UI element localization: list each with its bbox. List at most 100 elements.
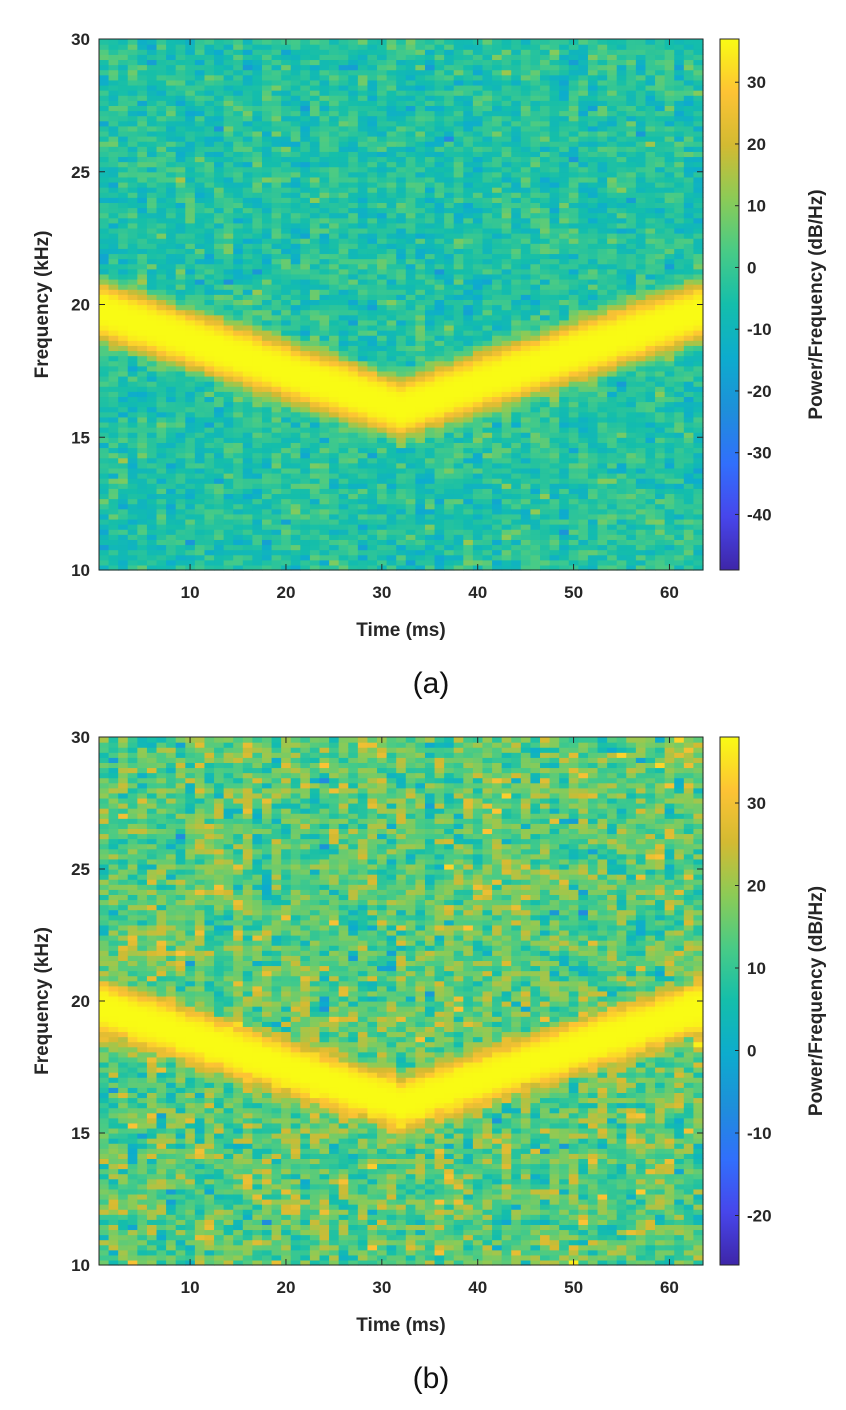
heatmap-cell bbox=[444, 259, 454, 265]
heatmap-cell bbox=[214, 366, 224, 372]
heatmap-cell bbox=[502, 197, 512, 203]
heatmap-cell bbox=[262, 473, 272, 479]
heatmap-cell bbox=[482, 146, 492, 152]
heatmap-cell bbox=[252, 345, 262, 351]
heatmap-cell bbox=[482, 407, 492, 413]
heatmap-cell bbox=[550, 437, 560, 443]
heatmap-cell bbox=[521, 177, 531, 183]
heatmap-cell bbox=[482, 182, 492, 188]
heatmap-cell bbox=[272, 325, 282, 331]
heatmap-cell bbox=[406, 49, 416, 55]
heatmap-cell bbox=[348, 105, 358, 111]
heatmap-cell bbox=[224, 259, 234, 265]
heatmap-cell bbox=[415, 100, 425, 106]
heatmap-cell bbox=[147, 294, 157, 300]
heatmap-cell bbox=[262, 376, 272, 382]
heatmap-cell bbox=[406, 182, 416, 188]
heatmap-cell bbox=[291, 202, 301, 208]
heatmap-cell bbox=[358, 85, 368, 91]
heatmap-cell bbox=[137, 223, 147, 229]
heatmap-cell bbox=[339, 141, 349, 147]
heatmap-cell bbox=[195, 366, 205, 372]
heatmap-cell bbox=[118, 131, 128, 137]
heatmap-cell bbox=[502, 218, 512, 224]
heatmap-cell bbox=[396, 49, 406, 55]
heatmap-cell bbox=[540, 478, 550, 484]
heatmap-cell bbox=[387, 259, 397, 265]
heatmap-cell bbox=[214, 75, 224, 81]
heatmap-cell bbox=[176, 126, 186, 132]
heatmap-cell bbox=[454, 499, 464, 505]
heatmap-cell bbox=[482, 330, 492, 336]
heatmap-cell bbox=[358, 447, 368, 453]
heatmap-cell bbox=[492, 386, 502, 392]
heatmap-cell bbox=[166, 488, 176, 494]
heatmap-cell bbox=[358, 294, 368, 300]
heatmap-cell bbox=[185, 95, 195, 101]
heatmap-cell bbox=[281, 417, 291, 423]
heatmap-cell bbox=[176, 156, 186, 162]
heatmap-cell bbox=[176, 90, 186, 96]
heatmap-cell bbox=[435, 504, 445, 510]
heatmap-cell bbox=[185, 121, 195, 127]
heatmap-cell bbox=[387, 514, 397, 520]
heatmap-cell bbox=[272, 80, 282, 86]
heatmap-cell bbox=[195, 381, 205, 387]
heatmap-cell bbox=[415, 269, 425, 275]
heatmap-cell bbox=[320, 539, 330, 545]
heatmap-cell bbox=[454, 279, 464, 285]
heatmap-cell bbox=[243, 80, 253, 86]
heatmap-cell bbox=[185, 453, 195, 459]
heatmap-cell bbox=[444, 197, 454, 203]
heatmap-cell bbox=[406, 85, 416, 91]
heatmap-cell bbox=[233, 427, 243, 433]
heatmap-cell bbox=[166, 310, 176, 316]
heatmap-cell bbox=[435, 121, 445, 127]
heatmap-cell bbox=[473, 85, 483, 91]
heatmap-cell bbox=[329, 146, 339, 152]
heatmap-cell bbox=[454, 534, 464, 540]
heatmap-cell bbox=[339, 39, 349, 45]
heatmap-cell bbox=[550, 146, 560, 152]
heatmap-cell bbox=[329, 172, 339, 178]
heatmap-cell bbox=[281, 325, 291, 331]
heatmap-cell bbox=[195, 330, 205, 336]
heatmap-cell bbox=[502, 131, 512, 137]
heatmap-cell bbox=[358, 289, 368, 295]
heatmap-cell bbox=[492, 223, 502, 229]
heatmap-cell bbox=[377, 156, 387, 162]
heatmap-cell bbox=[224, 44, 234, 50]
heatmap-cell bbox=[387, 458, 397, 464]
heatmap-cell bbox=[540, 218, 550, 224]
heatmap-cell bbox=[320, 509, 330, 515]
heatmap-cell bbox=[204, 126, 214, 132]
heatmap-cell bbox=[252, 156, 262, 162]
heatmap-cell bbox=[320, 391, 330, 397]
heatmap-cell bbox=[300, 49, 310, 55]
heatmap-cell bbox=[300, 177, 310, 183]
heatmap-cell bbox=[214, 218, 224, 224]
heatmap-cell bbox=[137, 345, 147, 351]
heatmap-cell bbox=[118, 391, 128, 397]
heatmap-cell bbox=[396, 172, 406, 178]
heatmap-cell bbox=[291, 361, 301, 367]
heatmap-cell bbox=[310, 187, 320, 193]
heatmap-cell bbox=[435, 499, 445, 505]
heatmap-cell bbox=[377, 182, 387, 188]
heatmap-cell bbox=[137, 453, 147, 459]
heatmap-cell bbox=[214, 269, 224, 275]
heatmap-cell bbox=[233, 412, 243, 418]
heatmap-cell bbox=[185, 218, 195, 224]
heatmap-cell bbox=[502, 442, 512, 448]
heatmap-cell bbox=[214, 305, 224, 311]
heatmap-cell bbox=[157, 172, 167, 178]
heatmap-cell bbox=[329, 529, 339, 535]
heatmap-cell bbox=[272, 228, 282, 234]
heatmap-cell bbox=[348, 207, 358, 213]
heatmap-cell bbox=[387, 243, 397, 249]
heatmap-cell bbox=[310, 560, 320, 566]
heatmap-cell bbox=[99, 529, 109, 535]
heatmap-cell bbox=[99, 75, 109, 81]
heatmap-cell bbox=[147, 361, 157, 367]
heatmap-cell bbox=[406, 422, 416, 428]
